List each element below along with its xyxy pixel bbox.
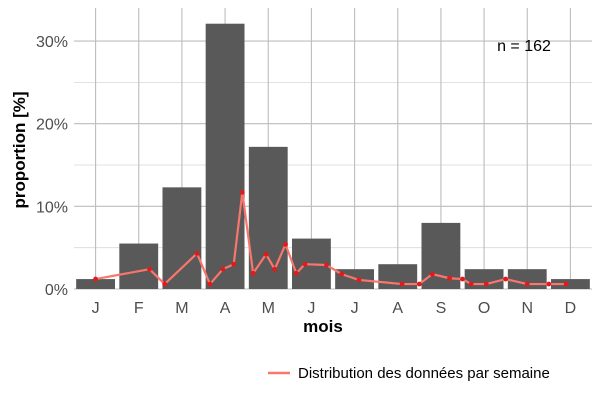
weekly-point: [524, 281, 530, 287]
x-axis-title: mois: [303, 317, 343, 336]
bars: [76, 23, 590, 289]
bar: [550, 279, 590, 289]
bar: [119, 243, 159, 289]
weekly-point: [563, 281, 569, 287]
x-tick-label: N: [521, 300, 533, 317]
y-tick-label: 0%: [45, 282, 68, 299]
weekly-point: [503, 276, 509, 282]
weekly-point: [272, 266, 278, 272]
weekly-point: [239, 189, 245, 195]
bar: [248, 146, 288, 289]
weekly-point: [339, 271, 345, 277]
weekly-point: [147, 266, 152, 272]
y-axis-title: proportion [%]: [10, 91, 29, 208]
x-tick-label: J: [307, 300, 315, 317]
x-tick-label: A: [220, 300, 231, 317]
weekly-point: [293, 270, 299, 276]
x-tick-label: F: [134, 300, 144, 317]
weekly-point: [324, 262, 329, 268]
x-tick-label: O: [478, 300, 490, 317]
weekly-point: [546, 281, 552, 287]
weekly-point: [194, 251, 200, 256]
weekly-point: [447, 275, 452, 281]
weekly-point: [302, 261, 308, 267]
legend: Distribution des données par semaine: [268, 365, 550, 382]
x-tick-label: J: [92, 300, 100, 317]
bar: [205, 23, 245, 289]
weekly-point: [162, 281, 168, 287]
weekly-point: [93, 276, 98, 282]
weekly-point: [356, 277, 362, 283]
weekly-point: [429, 271, 435, 277]
weekly-point: [231, 261, 237, 267]
weekly-point: [399, 281, 405, 287]
sample-size-annotation: n = 162: [497, 38, 551, 55]
bar: [378, 264, 418, 289]
weekly-point: [283, 241, 288, 247]
y-tick-label: 30%: [36, 34, 68, 51]
y-tick-label: 20%: [36, 117, 68, 134]
weekly-point: [460, 276, 465, 282]
weekly-line: [95, 191, 567, 286]
weekly-distribution-line: [95, 191, 567, 286]
x-tick-label: D: [565, 300, 577, 317]
weekly-point: [468, 281, 474, 287]
weekly-point: [220, 266, 226, 272]
x-tick-label: A: [392, 300, 403, 317]
weekly-point: [483, 281, 489, 287]
x-tick-label: M: [175, 300, 188, 317]
x-tick-label: S: [436, 300, 447, 317]
bar: [76, 279, 116, 289]
x-tick-label: M: [262, 300, 275, 317]
y-axis-ticks: 0% 10% 20% 30%: [36, 34, 68, 299]
legend-label: Distribution des données par semaine: [298, 365, 550, 382]
weekly-point: [207, 281, 213, 287]
weekly-point: [263, 251, 269, 257]
weekly-distribution-points: [93, 189, 569, 287]
x-tick-label: J: [351, 300, 359, 317]
weekly-point: [416, 281, 422, 287]
bar: [162, 187, 202, 289]
y-tick-label: 10%: [36, 199, 68, 216]
weekly-point: [250, 270, 256, 276]
